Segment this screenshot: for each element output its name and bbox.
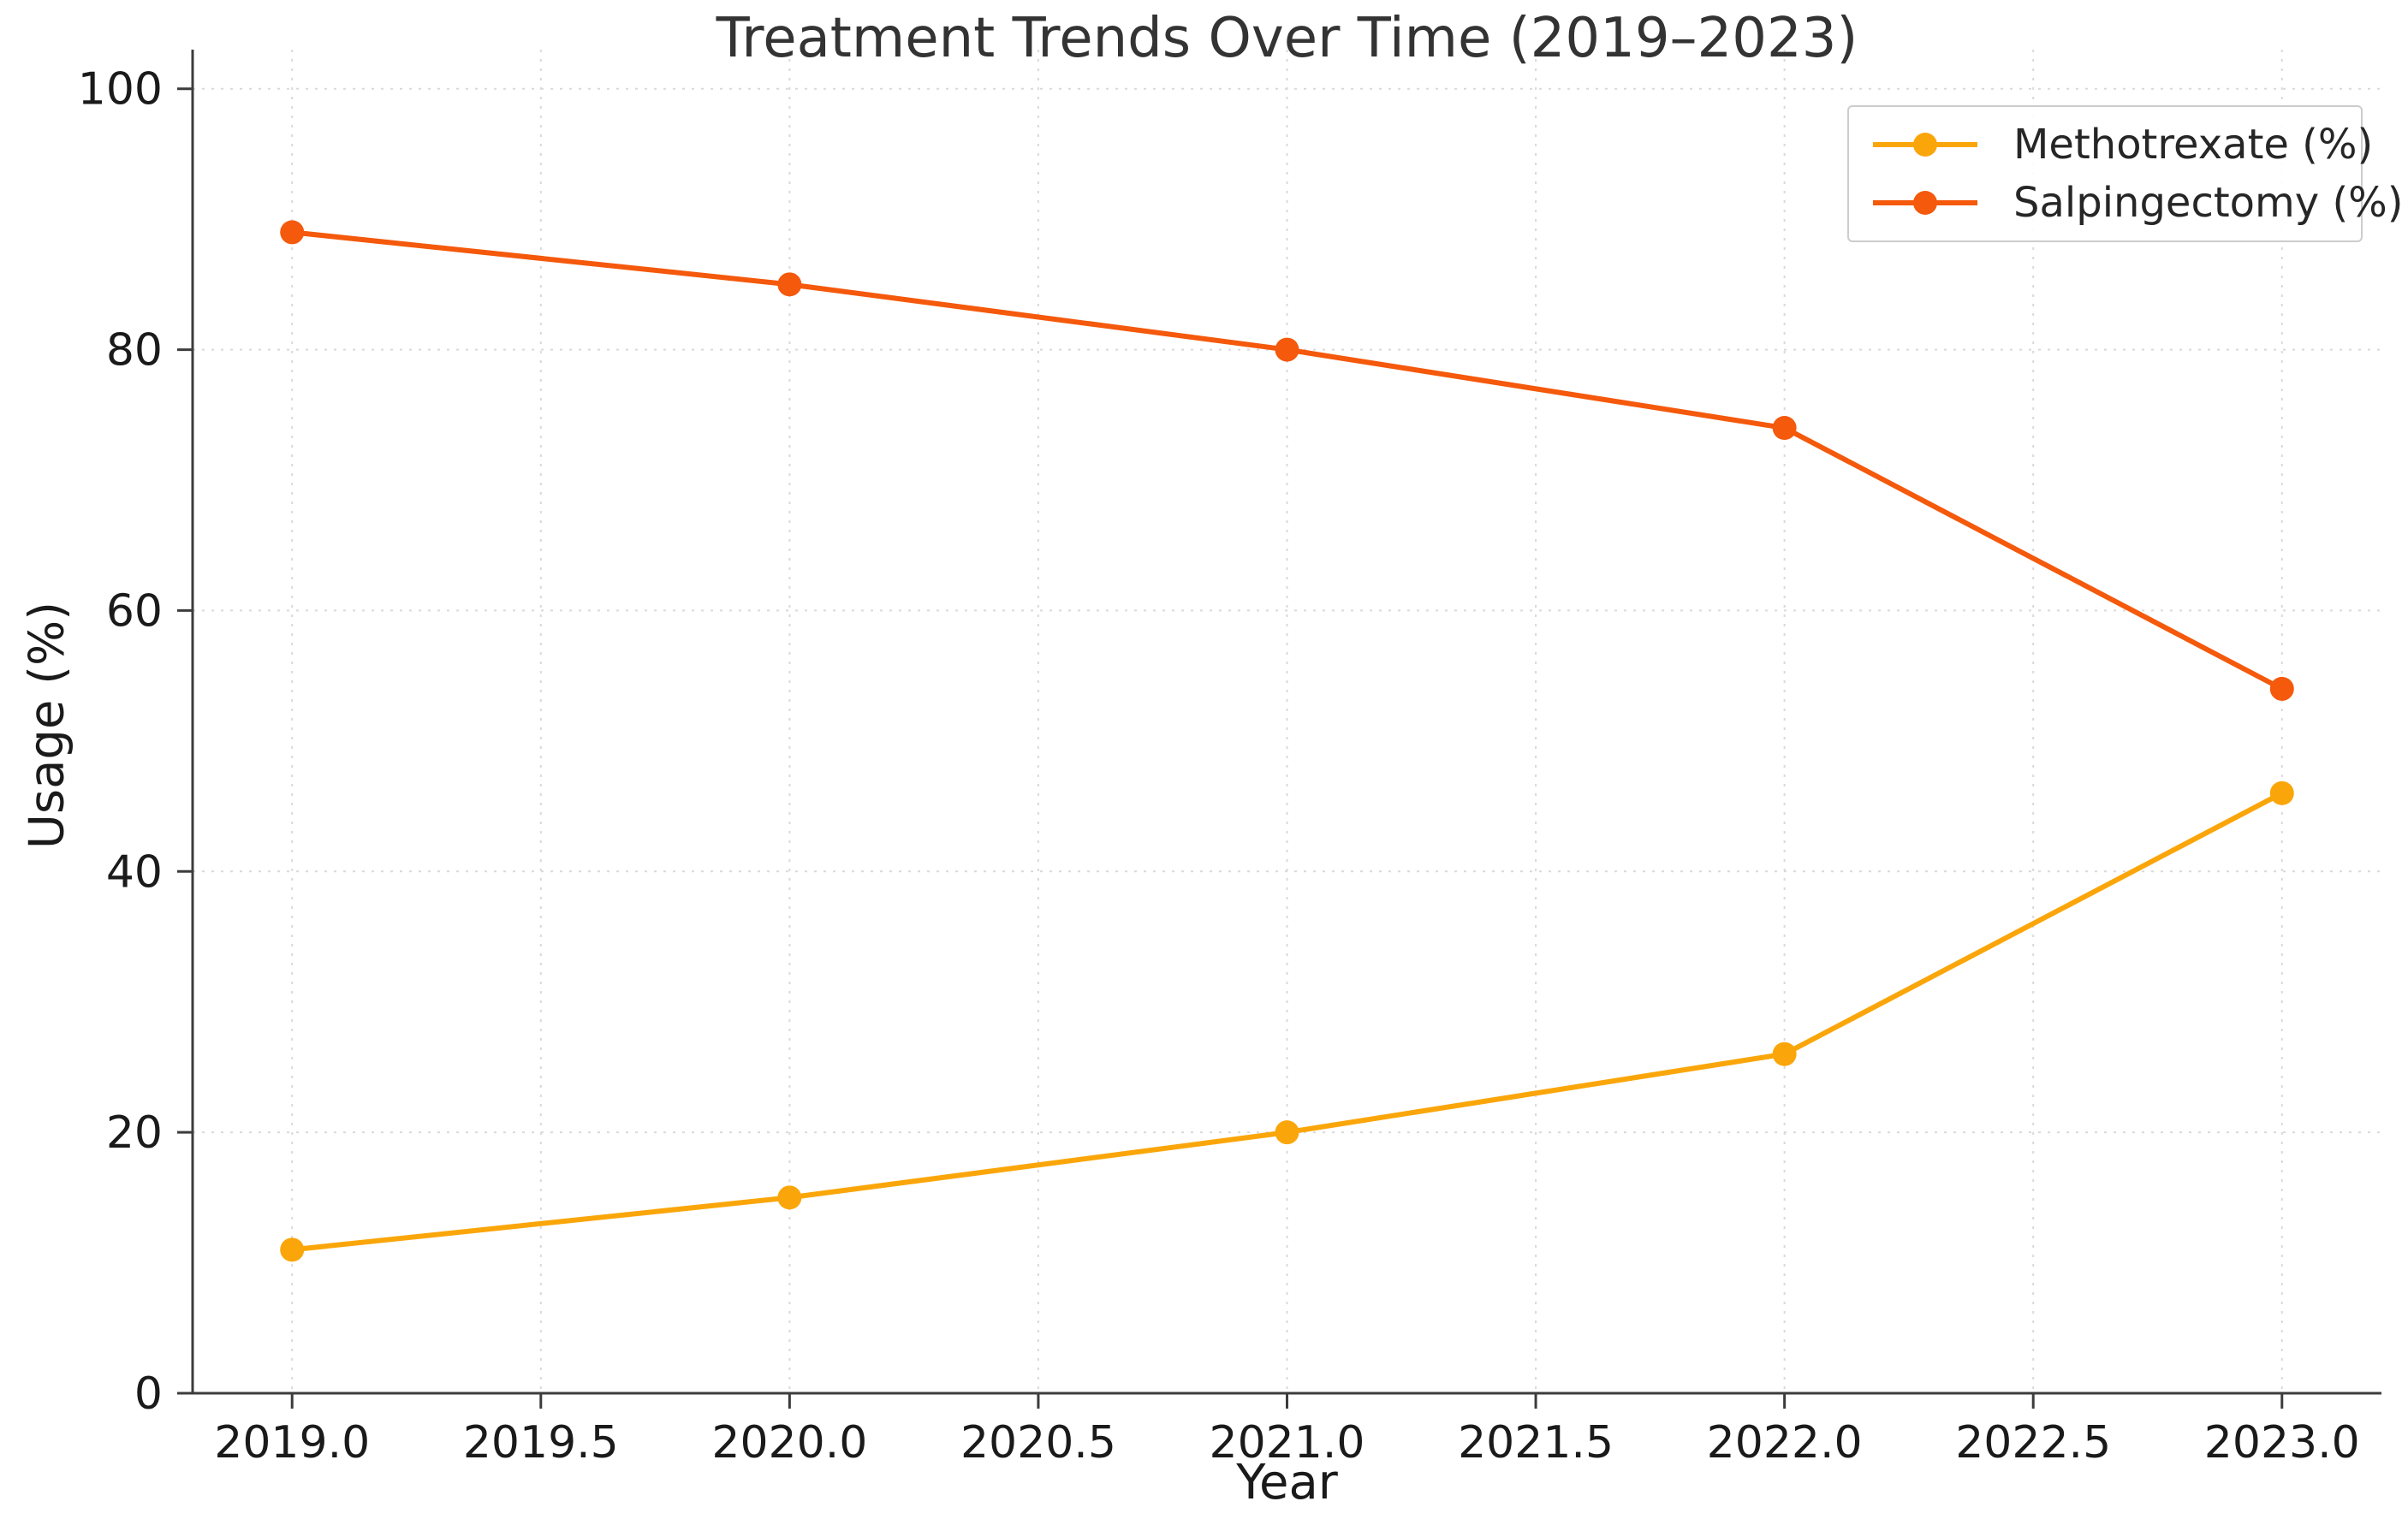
legend-marker-dot (1913, 133, 1937, 157)
data-point-marker (777, 1185, 802, 1210)
chart-title: Treatment Trends Over Time (2019–2023) (716, 7, 1858, 70)
y-axis-title: Usage (%) (19, 601, 75, 850)
legend-entry: Salpingectomy (%) (1873, 179, 2404, 227)
y-tick-label: 80 (106, 325, 163, 377)
legend-label: Methotrexate (%) (2013, 121, 2374, 169)
data-point-marker (1772, 416, 1797, 441)
x-tick-label: 2021.0 (1210, 1417, 1365, 1469)
x-tick-label: 2020.5 (960, 1417, 1116, 1469)
x-tick-label: 2022.0 (1707, 1417, 1863, 1469)
x-tick-label: 2023.0 (2204, 1417, 2360, 1469)
x-tick-label: 2021.5 (1458, 1417, 1614, 1469)
y-tick-label: 0 (134, 1368, 163, 1420)
y-tick-label: 40 (106, 846, 163, 898)
legend-line-marker-swatch (1873, 190, 1977, 216)
data-point-marker (1275, 1120, 1299, 1145)
legend: Methotrexate (%) Salpingectomy (%) (1847, 105, 2404, 242)
data-point-marker (2269, 676, 2294, 701)
x-tick-label: 2022.5 (1955, 1417, 2111, 1469)
series-line (289, 229, 2285, 691)
data-point-marker (1275, 337, 1299, 362)
x-axis-title: Year (1236, 1455, 1338, 1510)
x-tick-label: 2020.0 (711, 1417, 867, 1469)
data-point-marker (280, 220, 305, 245)
x-tick-label: 2019.0 (214, 1417, 370, 1469)
x-tick-label: 2019.5 (463, 1417, 619, 1469)
legend-marker-dot (1913, 191, 1937, 215)
y-tick-label: 100 (78, 64, 163, 116)
legend-entry: Methotrexate (%) (1873, 121, 2373, 169)
y-tick-label: 20 (106, 1107, 163, 1159)
legend-line-marker-swatch (1873, 132, 1977, 157)
data-point-marker (777, 272, 802, 297)
data-point-marker (1772, 1041, 1797, 1066)
data-point-marker (2269, 780, 2294, 805)
legend-label: Salpingectomy (%) (2013, 179, 2404, 227)
data-point-marker (280, 1237, 305, 1262)
y-tick-label: 60 (106, 585, 163, 637)
